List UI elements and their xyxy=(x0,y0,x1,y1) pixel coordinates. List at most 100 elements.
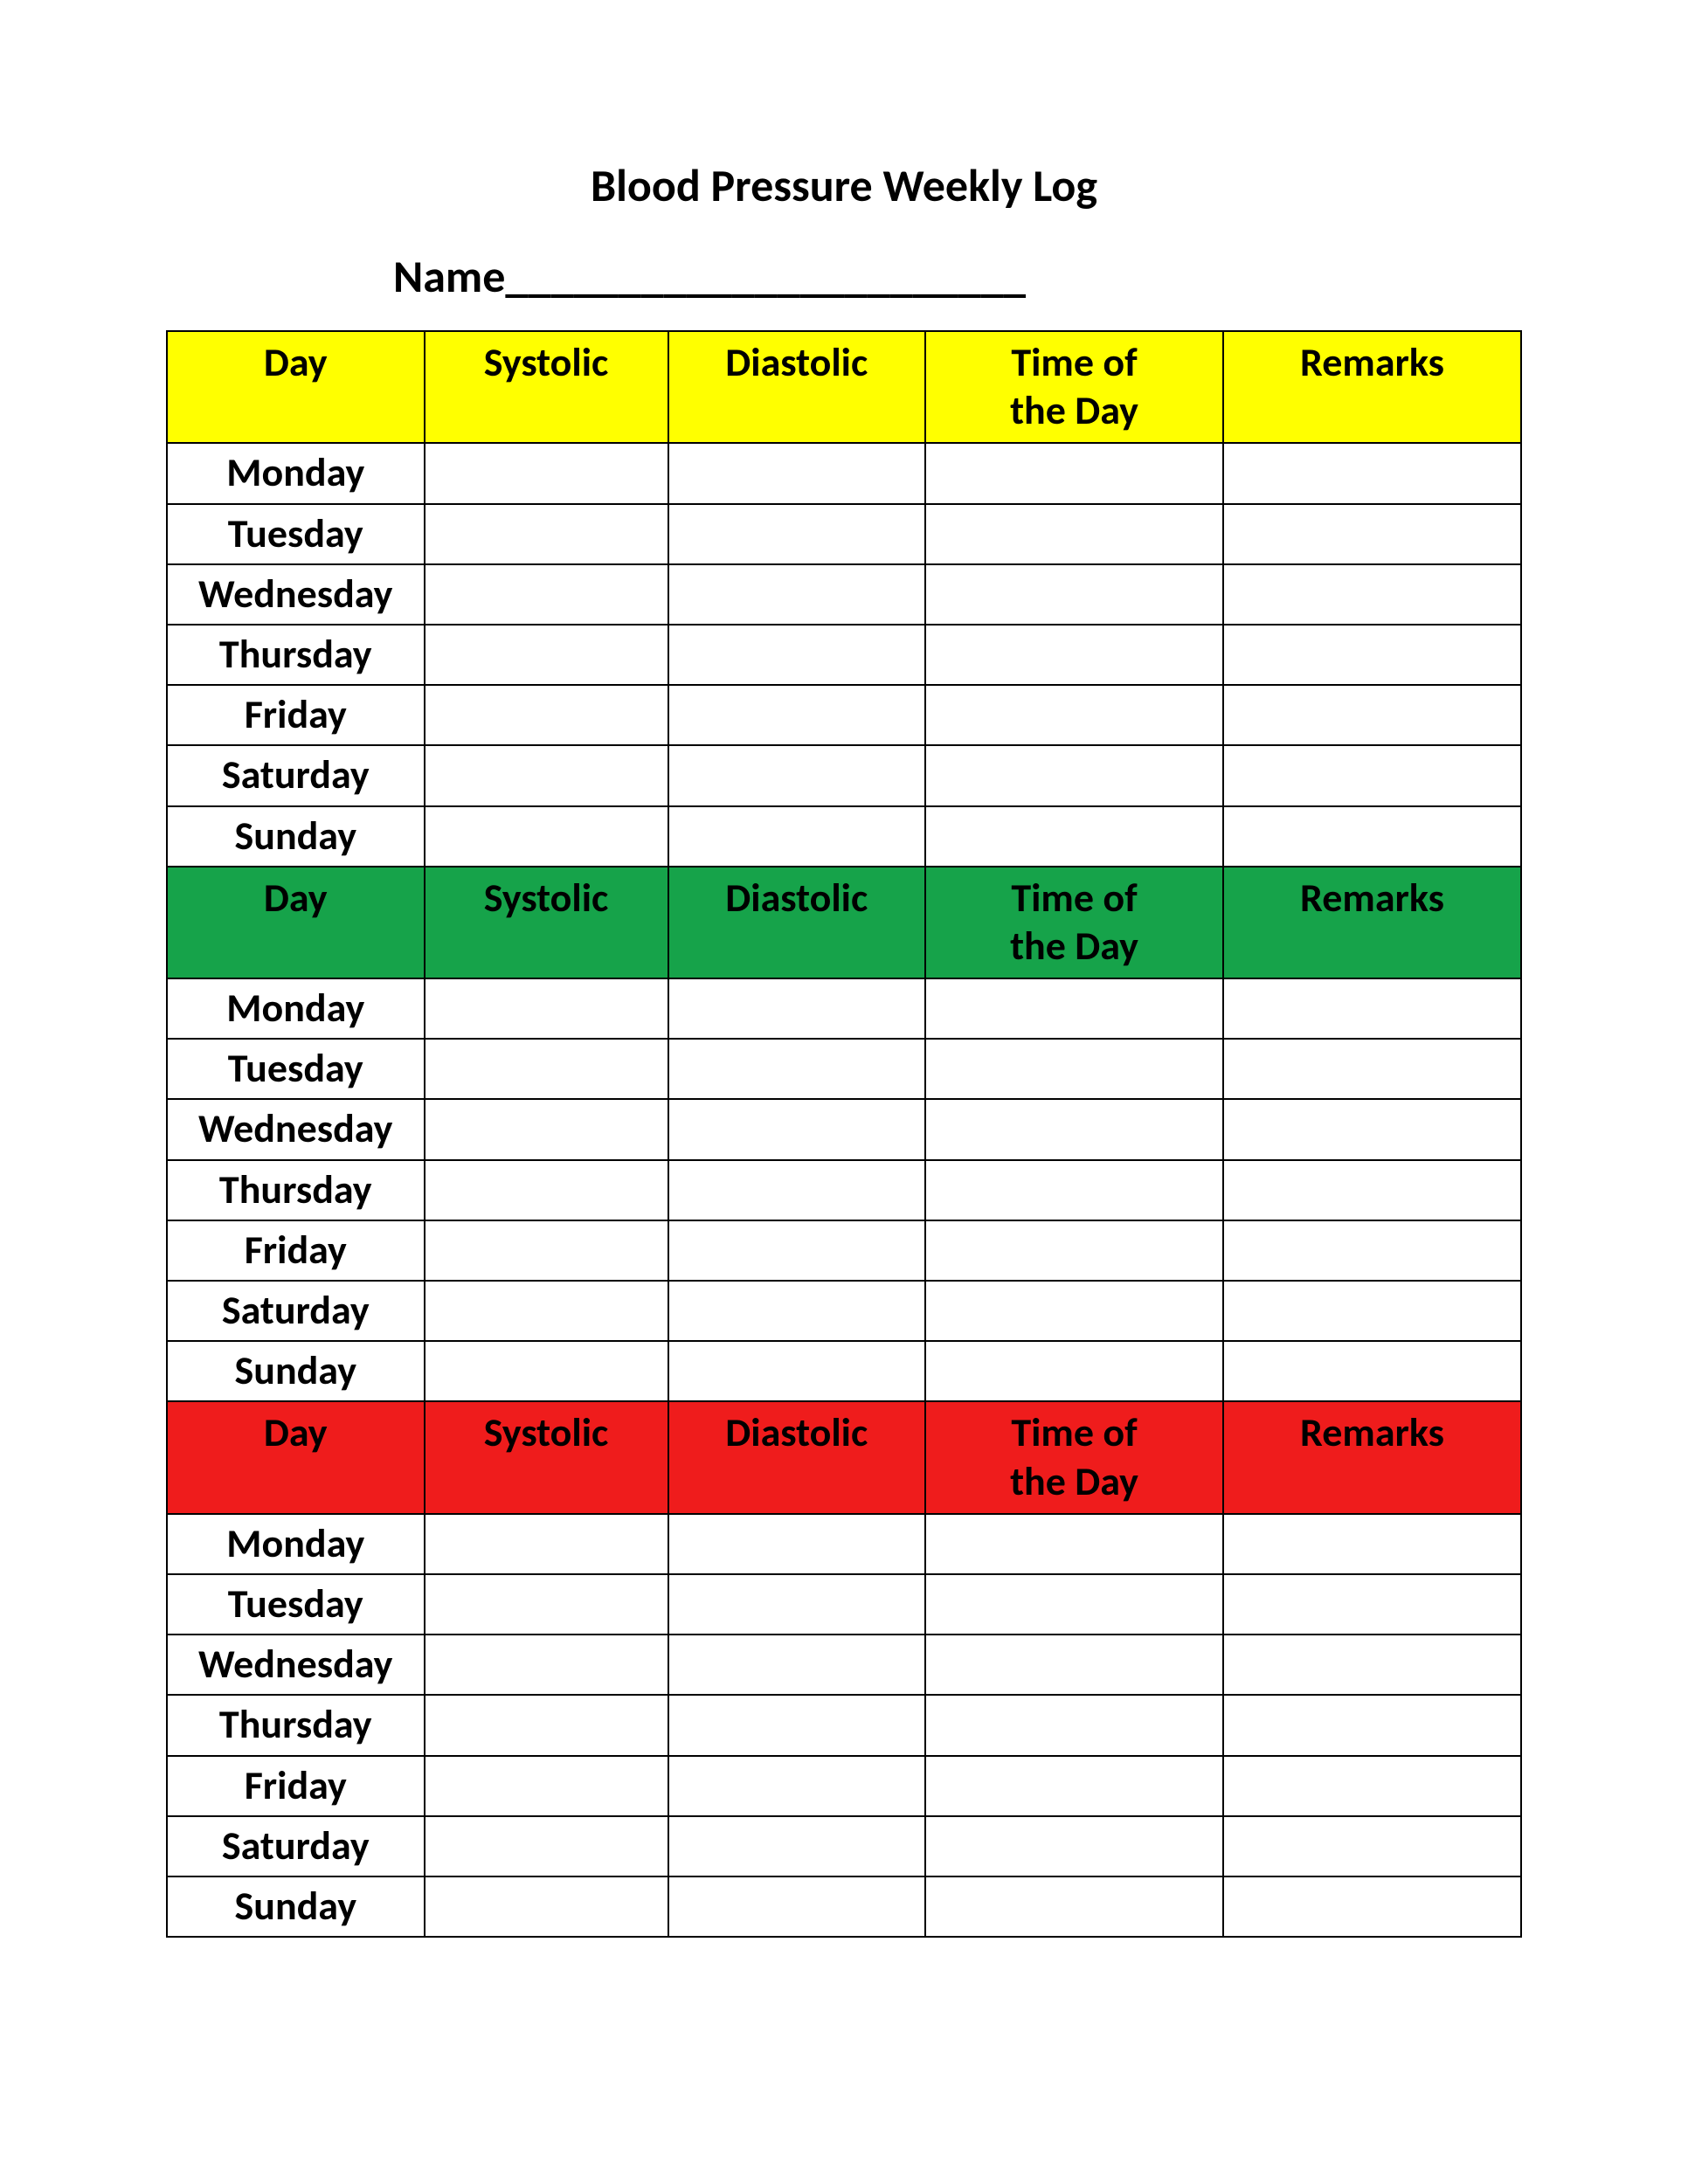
empty-cell[interactable] xyxy=(425,1039,668,1099)
empty-cell[interactable] xyxy=(668,1281,926,1341)
empty-cell[interactable] xyxy=(1223,978,1521,1039)
empty-cell[interactable] xyxy=(1223,1816,1521,1876)
empty-cell[interactable] xyxy=(1223,625,1521,685)
empty-cell[interactable] xyxy=(1223,1039,1521,1099)
empty-cell[interactable] xyxy=(1223,1695,1521,1755)
empty-cell[interactable] xyxy=(668,745,926,805)
empty-cell[interactable] xyxy=(425,1220,668,1281)
empty-cell[interactable] xyxy=(925,1099,1223,1159)
empty-cell[interactable] xyxy=(668,1514,926,1574)
empty-cell[interactable] xyxy=(925,685,1223,745)
empty-cell[interactable] xyxy=(1223,685,1521,745)
empty-cell[interactable] xyxy=(668,685,926,745)
day-cell: Monday xyxy=(167,978,425,1039)
empty-cell[interactable] xyxy=(668,1160,926,1220)
empty-cell[interactable] xyxy=(1223,745,1521,805)
column-header: Time ofthe Day xyxy=(925,331,1223,443)
empty-cell[interactable] xyxy=(668,504,926,564)
empty-cell[interactable] xyxy=(925,564,1223,625)
empty-cell[interactable] xyxy=(925,1341,1223,1401)
empty-cell[interactable] xyxy=(668,1756,926,1816)
empty-cell[interactable] xyxy=(668,625,926,685)
empty-cell[interactable] xyxy=(668,1635,926,1695)
empty-cell[interactable] xyxy=(668,564,926,625)
column-header: Day xyxy=(167,331,425,443)
empty-cell[interactable] xyxy=(925,1816,1223,1876)
empty-cell[interactable] xyxy=(668,1816,926,1876)
empty-cell[interactable] xyxy=(425,1099,668,1159)
empty-cell[interactable] xyxy=(925,806,1223,867)
empty-cell[interactable] xyxy=(1223,1514,1521,1574)
empty-cell[interactable] xyxy=(425,1281,668,1341)
empty-cell[interactable] xyxy=(425,1160,668,1220)
empty-cell[interactable] xyxy=(425,1695,668,1755)
table-row: Tuesday xyxy=(167,504,1521,564)
empty-cell[interactable] xyxy=(425,1341,668,1401)
empty-cell[interactable] xyxy=(425,806,668,867)
empty-cell[interactable] xyxy=(925,1039,1223,1099)
empty-cell[interactable] xyxy=(925,1160,1223,1220)
day-cell: Sunday xyxy=(167,1876,425,1937)
day-cell: Saturday xyxy=(167,1816,425,1876)
empty-cell[interactable] xyxy=(925,745,1223,805)
empty-cell[interactable] xyxy=(925,504,1223,564)
empty-cell[interactable] xyxy=(668,1341,926,1401)
empty-cell[interactable] xyxy=(425,1816,668,1876)
empty-cell[interactable] xyxy=(668,1876,926,1937)
day-cell: Saturday xyxy=(167,1281,425,1341)
empty-cell[interactable] xyxy=(668,978,926,1039)
empty-cell[interactable] xyxy=(925,443,1223,503)
empty-cell[interactable] xyxy=(425,745,668,805)
empty-cell[interactable] xyxy=(425,625,668,685)
table-row: Thursday xyxy=(167,1160,1521,1220)
empty-cell[interactable] xyxy=(668,1220,926,1281)
empty-cell[interactable] xyxy=(925,625,1223,685)
empty-cell[interactable] xyxy=(425,685,668,745)
empty-cell[interactable] xyxy=(668,1695,926,1755)
empty-cell[interactable] xyxy=(668,1039,926,1099)
empty-cell[interactable] xyxy=(925,1514,1223,1574)
empty-cell[interactable] xyxy=(925,1756,1223,1816)
empty-cell[interactable] xyxy=(425,1574,668,1635)
empty-cell[interactable] xyxy=(1223,1756,1521,1816)
empty-cell[interactable] xyxy=(1223,564,1521,625)
empty-cell[interactable] xyxy=(925,1876,1223,1937)
day-cell: Tuesday xyxy=(167,1574,425,1635)
table-row: Tuesday xyxy=(167,1039,1521,1099)
empty-cell[interactable] xyxy=(1223,1574,1521,1635)
empty-cell[interactable] xyxy=(1223,1876,1521,1937)
empty-cell[interactable] xyxy=(425,1635,668,1695)
empty-cell[interactable] xyxy=(668,806,926,867)
empty-cell[interactable] xyxy=(1223,1281,1521,1341)
empty-cell[interactable] xyxy=(425,1756,668,1816)
empty-cell[interactable] xyxy=(925,1574,1223,1635)
empty-cell[interactable] xyxy=(925,1695,1223,1755)
empty-cell[interactable] xyxy=(1223,504,1521,564)
empty-cell[interactable] xyxy=(425,443,668,503)
empty-cell[interactable] xyxy=(425,1876,668,1937)
empty-cell[interactable] xyxy=(925,1220,1223,1281)
empty-cell[interactable] xyxy=(668,1574,926,1635)
empty-cell[interactable] xyxy=(1223,1635,1521,1695)
day-cell: Monday xyxy=(167,1514,425,1574)
empty-cell[interactable] xyxy=(425,564,668,625)
empty-cell[interactable] xyxy=(925,1635,1223,1695)
empty-cell[interactable] xyxy=(1223,1160,1521,1220)
empty-cell[interactable] xyxy=(1223,1341,1521,1401)
empty-cell[interactable] xyxy=(1223,806,1521,867)
empty-cell[interactable] xyxy=(925,978,1223,1039)
empty-cell[interactable] xyxy=(1223,443,1521,503)
empty-cell[interactable] xyxy=(668,1099,926,1159)
column-header: Diastolic xyxy=(668,331,926,443)
column-header: Time ofthe Day xyxy=(925,1401,1223,1513)
empty-cell[interactable] xyxy=(1223,1099,1521,1159)
column-header: Systolic xyxy=(425,331,668,443)
empty-cell[interactable] xyxy=(425,504,668,564)
empty-cell[interactable] xyxy=(425,978,668,1039)
empty-cell[interactable] xyxy=(1223,1220,1521,1281)
empty-cell[interactable] xyxy=(668,443,926,503)
empty-cell[interactable] xyxy=(425,1514,668,1574)
empty-cell[interactable] xyxy=(925,1281,1223,1341)
column-header: Day xyxy=(167,1401,425,1513)
page-title: Blood Pressure Weekly Log xyxy=(166,157,1522,213)
